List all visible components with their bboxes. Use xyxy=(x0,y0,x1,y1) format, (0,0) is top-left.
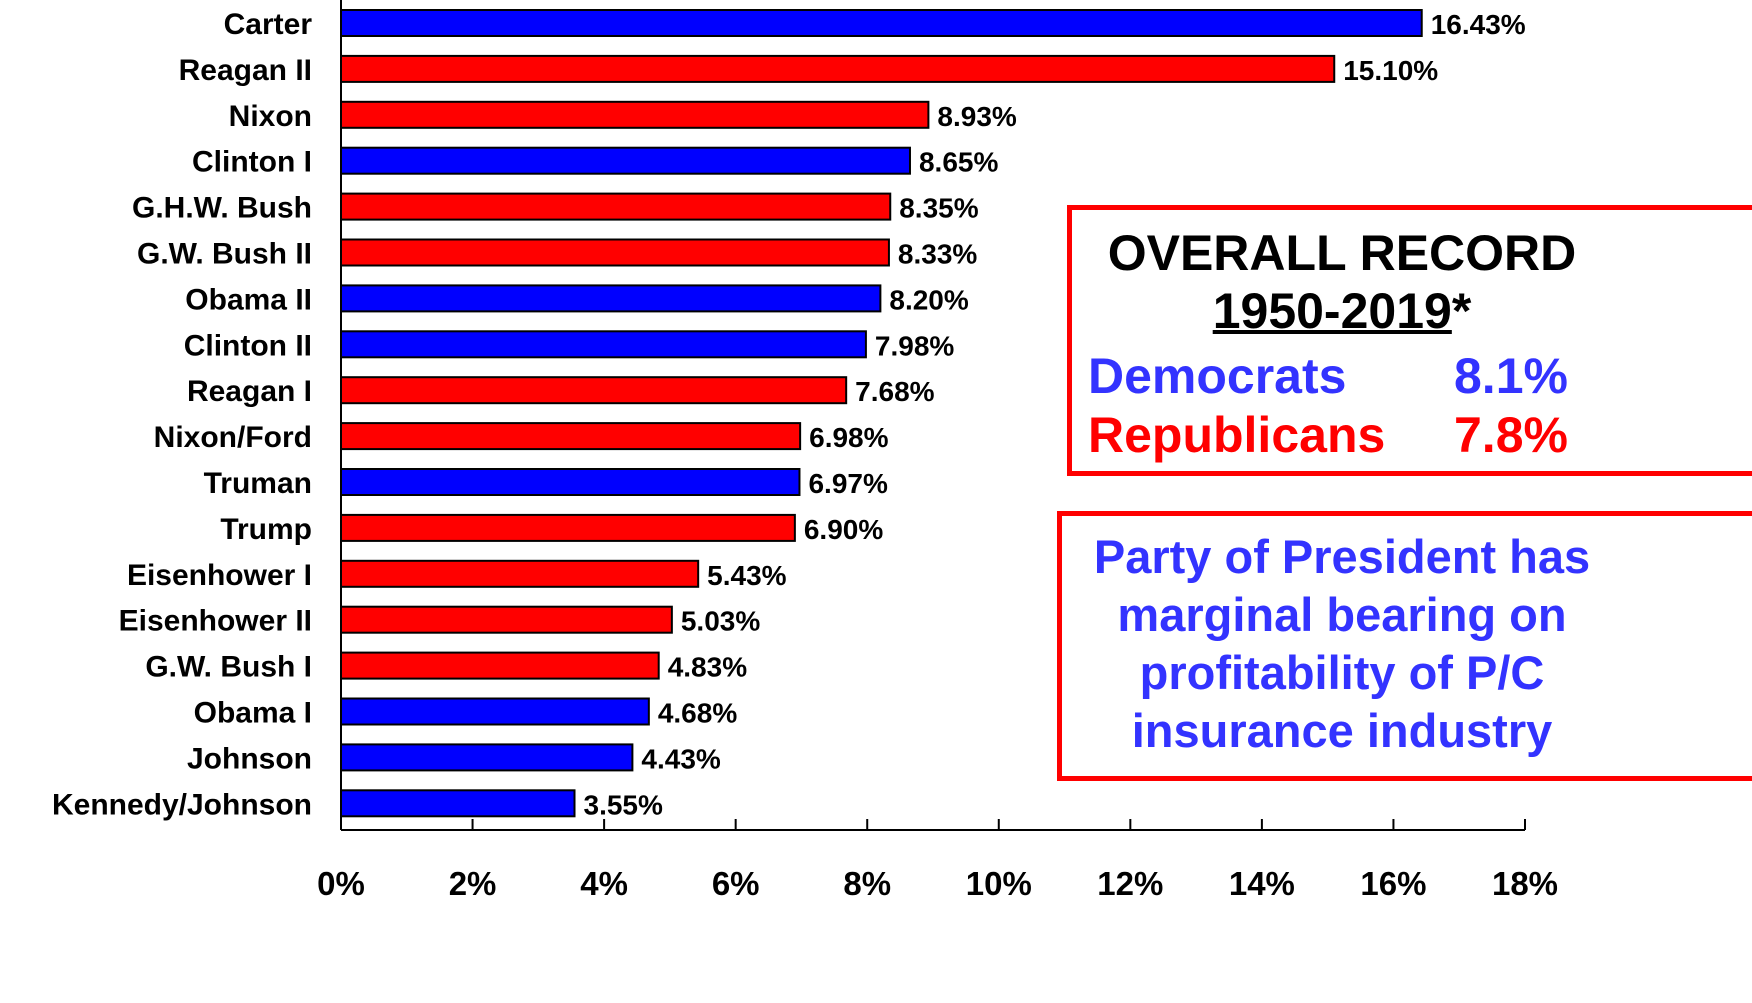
category-label: Truman xyxy=(204,467,312,500)
overall-record-title: OVERALL RECORD xyxy=(1107,225,1577,281)
value-label: 4.68% xyxy=(658,698,737,729)
bar xyxy=(340,513,796,542)
x-tick-label: 0% xyxy=(317,865,365,902)
overall-record-box: OVERALL RECORD 1950-2019* Democrats 8.1%… xyxy=(1067,205,1752,476)
value-label: 8.65% xyxy=(919,147,998,178)
value-label: 8.93% xyxy=(937,101,1016,132)
value-label: 7.68% xyxy=(855,376,934,407)
x-tick-label: 18% xyxy=(1492,865,1558,902)
x-tick-label: 8% xyxy=(843,865,891,902)
republicans-value: 7.8% xyxy=(1454,407,1568,463)
value-label: 4.83% xyxy=(668,652,747,683)
category-label: Clinton I xyxy=(192,146,312,179)
category-label: Carter xyxy=(224,8,313,41)
value-label: 5.03% xyxy=(681,606,760,637)
x-tick-label: 10% xyxy=(966,865,1032,902)
years-range: 1950-2019 xyxy=(1212,283,1452,339)
party-note-line: Party of President has xyxy=(1093,530,1591,583)
x-tick-label: 16% xyxy=(1360,865,1426,902)
republicans-label: Republicans xyxy=(1088,407,1386,463)
republicans-row: Republicans 7.8% xyxy=(1088,406,1568,464)
category-label: G.W. Bush I xyxy=(145,651,312,684)
x-tick-label: 6% xyxy=(712,865,760,902)
category-label: Nixon/Ford xyxy=(154,421,312,454)
category-label: Nixon xyxy=(229,100,312,133)
value-label: 6.98% xyxy=(809,422,888,453)
bar xyxy=(340,651,660,680)
category-label: Reagan I xyxy=(187,375,312,408)
democrats-label: Democrats xyxy=(1088,348,1347,404)
value-label: 8.20% xyxy=(889,284,968,315)
x-tick-label: 4% xyxy=(580,865,628,902)
value-label: 6.97% xyxy=(808,468,887,499)
bar xyxy=(340,9,1423,37)
category-label: G.W. Bush II xyxy=(137,238,312,271)
category-label: Eisenhower II xyxy=(119,605,312,638)
value-label: 7.98% xyxy=(875,330,954,361)
bar xyxy=(340,468,801,496)
overall-record-years: 1950-2019* xyxy=(1072,282,1612,340)
bar xyxy=(340,146,911,175)
bar xyxy=(340,376,848,405)
bar xyxy=(340,743,634,772)
bar xyxy=(340,422,802,451)
party-note-line: profitability of P/C xyxy=(1139,646,1545,699)
value-label: 4.43% xyxy=(641,743,720,774)
bar xyxy=(340,697,650,726)
bar xyxy=(340,192,892,221)
value-label: 15.10% xyxy=(1343,55,1438,86)
bar xyxy=(340,54,1336,83)
bar xyxy=(340,605,673,634)
bar xyxy=(340,238,890,267)
value-label: 8.35% xyxy=(899,193,978,224)
category-label: G.H.W. Bush xyxy=(132,192,312,225)
party-note-line: insurance industry xyxy=(1131,704,1553,757)
party-note-line: marginal bearing on xyxy=(1117,588,1567,641)
value-label: 16.43% xyxy=(1431,9,1526,40)
value-label: 8.33% xyxy=(898,239,977,270)
value-label: 6.90% xyxy=(804,514,883,545)
value-label: 5.43% xyxy=(707,560,786,591)
category-label: Reagan II xyxy=(179,54,312,87)
years-asterisk: * xyxy=(1451,283,1472,339)
bar xyxy=(340,284,882,313)
category-label: Eisenhower I xyxy=(127,559,312,592)
bar xyxy=(340,330,867,359)
democrats-row: Democrats 8.1% xyxy=(1088,347,1568,405)
party-note-box: Party of President has marginal bearing … xyxy=(1057,511,1752,781)
category-label: Clinton II xyxy=(184,329,312,362)
x-tick-label: 12% xyxy=(1097,865,1163,902)
bar xyxy=(340,789,576,818)
bar xyxy=(340,100,930,129)
category-label: Obama II xyxy=(185,283,312,316)
category-label: Johnson xyxy=(187,742,312,775)
value-label: 3.55% xyxy=(584,789,663,820)
x-tick-label: 2% xyxy=(449,865,497,902)
category-label: Kennedy/Johnson xyxy=(52,788,312,821)
x-tick-label: 14% xyxy=(1229,865,1295,902)
bar xyxy=(340,559,700,588)
party-note-text: Party of President has marginal bearing … xyxy=(1062,528,1622,760)
category-label: Trump xyxy=(220,513,312,546)
category-label: Obama I xyxy=(194,697,312,730)
democrats-value: 8.1% xyxy=(1454,348,1568,404)
